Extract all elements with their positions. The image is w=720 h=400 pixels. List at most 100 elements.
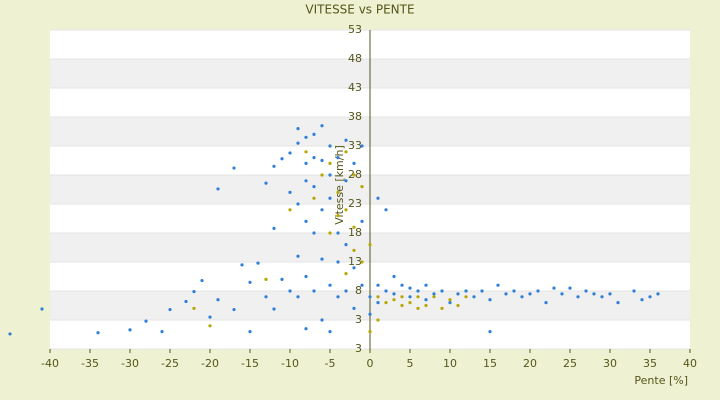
point: [328, 173, 332, 177]
point: [232, 166, 236, 170]
x-tick-label: -35: [81, 357, 99, 370]
point: [392, 292, 396, 296]
point: [368, 312, 372, 316]
point: [616, 301, 620, 305]
point: [344, 208, 348, 212]
point: [488, 330, 492, 334]
point: [520, 295, 524, 299]
point: [632, 289, 636, 293]
point: [432, 292, 436, 296]
point: [544, 301, 548, 305]
point: [168, 307, 172, 312]
point: [648, 295, 652, 299]
point: [208, 315, 212, 319]
point: [512, 289, 516, 293]
point: [464, 289, 468, 293]
point: [328, 283, 332, 287]
point: [568, 286, 572, 290]
point: [360, 219, 364, 223]
x-tick-label: 20: [523, 357, 537, 370]
y-tick-label: 13: [348, 255, 362, 268]
point: [312, 289, 316, 293]
point: [312, 196, 316, 200]
point: [336, 231, 340, 235]
point: [448, 301, 452, 305]
y-tick-label: 48: [348, 52, 362, 65]
point: [552, 286, 556, 290]
point: [248, 330, 252, 334]
point: [320, 158, 324, 163]
x-tick-label: -5: [325, 357, 336, 370]
point: [464, 295, 468, 299]
point: [304, 161, 308, 165]
point: [400, 295, 404, 299]
point: [312, 185, 316, 189]
point: [384, 208, 388, 212]
chart-title: VITESSE vs PENTE: [305, 3, 414, 17]
point: [368, 295, 372, 299]
x-tick-label: -30: [121, 357, 139, 370]
point: [656, 292, 660, 296]
point: [376, 295, 380, 299]
point: [296, 202, 300, 206]
x-tick-label: 10: [443, 357, 457, 370]
point: [528, 292, 532, 296]
point: [288, 289, 292, 293]
point: [336, 260, 340, 264]
point: [216, 187, 220, 191]
point: [312, 156, 316, 160]
point: [320, 173, 324, 177]
point: [96, 331, 100, 335]
point: [368, 330, 372, 334]
point: [536, 289, 540, 293]
point: [296, 295, 300, 299]
point: [320, 257, 324, 261]
point: [416, 295, 420, 299]
point: [472, 295, 476, 299]
x-tick-label: 30: [603, 357, 617, 370]
point: [200, 278, 204, 283]
point: [384, 301, 388, 305]
point: [232, 307, 236, 312]
point: [296, 127, 300, 131]
point: [304, 327, 308, 331]
point: [416, 306, 420, 310]
point: [440, 306, 444, 310]
point: [408, 295, 412, 299]
point: [424, 298, 428, 302]
point: [376, 301, 380, 305]
point: [272, 307, 276, 311]
point: [344, 289, 348, 293]
point: [440, 289, 444, 293]
point: [352, 306, 356, 310]
point: [192, 306, 196, 310]
point: [280, 277, 284, 281]
x-tick-label: 40: [683, 357, 697, 370]
point: [360, 283, 364, 287]
point: [376, 283, 380, 287]
point: [496, 283, 500, 287]
point: [280, 157, 284, 161]
x-tick-label: -20: [201, 357, 219, 370]
point: [272, 226, 276, 230]
point: [376, 196, 380, 200]
point: [312, 231, 316, 235]
point: [264, 181, 268, 185]
point: [488, 298, 492, 302]
y-axis-label: Vitesse [km/h]: [333, 145, 346, 225]
point: [432, 295, 436, 299]
y-tick-label: 53: [348, 23, 362, 36]
point: [352, 161, 356, 165]
y-tick-label: 18: [348, 226, 362, 239]
point: [240, 263, 244, 267]
point: [144, 319, 148, 323]
point: [208, 324, 212, 328]
x-tick-label: 15: [483, 357, 497, 370]
point: [424, 283, 428, 287]
point: [304, 179, 308, 183]
point: [360, 185, 364, 189]
point: [296, 254, 300, 258]
y-tick-label: 23: [348, 197, 362, 210]
y-tick-label: 8: [355, 284, 362, 297]
point: [320, 208, 324, 212]
